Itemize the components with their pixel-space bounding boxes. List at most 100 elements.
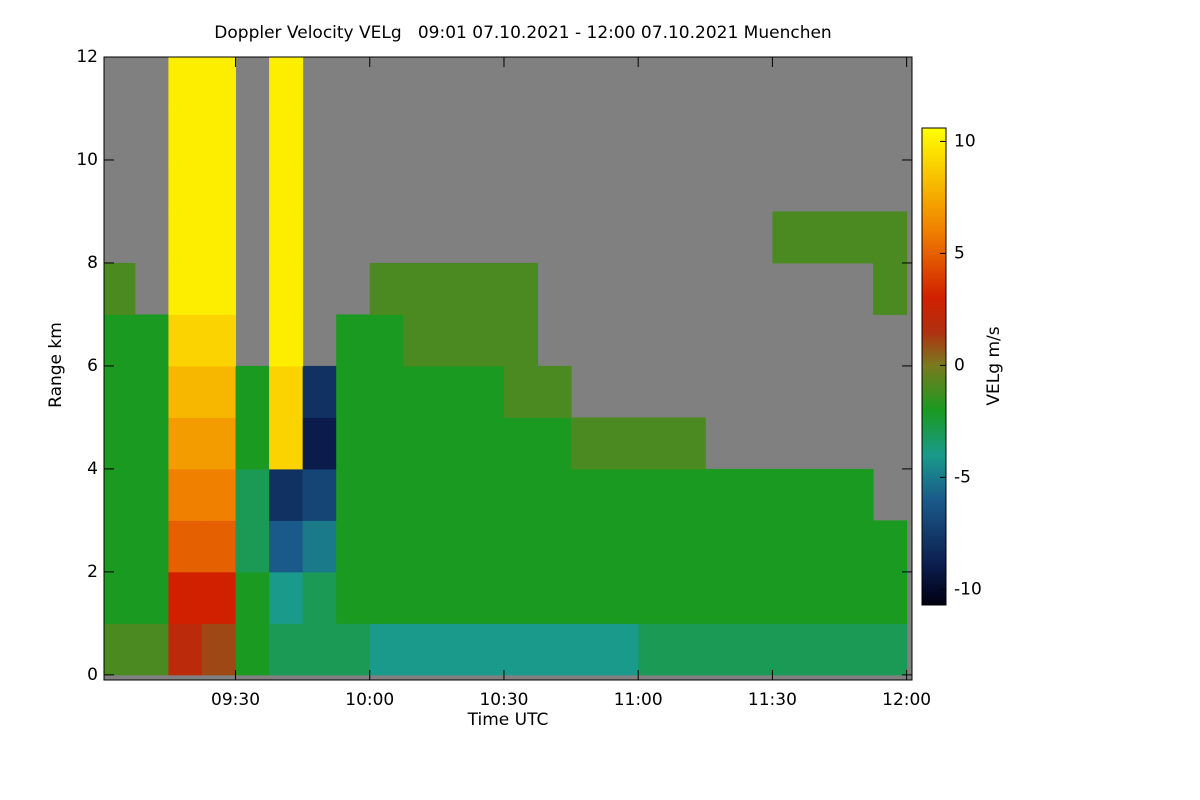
colorbar-tick-label: -10 xyxy=(954,579,982,599)
heatmap-cell xyxy=(201,57,237,109)
heatmap-cell xyxy=(805,571,841,624)
heatmap-cell xyxy=(805,211,841,264)
heatmap-cell xyxy=(604,468,639,521)
heatmap-cell xyxy=(302,365,337,418)
y-tick-label: 4 xyxy=(87,459,98,479)
heatmap-cell xyxy=(839,211,874,264)
heatmap-cell xyxy=(470,623,505,676)
heatmap-cell xyxy=(436,520,471,573)
heatmap-cell xyxy=(571,571,606,624)
heatmap-cell xyxy=(470,365,505,418)
heatmap-cell xyxy=(503,314,539,367)
heatmap-cell xyxy=(168,417,203,470)
heatmap-cell xyxy=(104,262,136,315)
heatmap-cell xyxy=(369,417,404,470)
heatmap-cell xyxy=(336,468,371,521)
heatmap-cell xyxy=(537,417,572,470)
heatmap-cell xyxy=(470,417,505,470)
heatmap-cell xyxy=(302,417,337,470)
colorbar-tick-label: 0 xyxy=(954,355,965,375)
heatmap-cell xyxy=(104,571,136,624)
heatmap-cell xyxy=(235,365,270,418)
heatmap-cell xyxy=(772,623,807,676)
colorbar-tick-label: 5 xyxy=(954,243,965,263)
heatmap-cell xyxy=(168,571,203,624)
heatmap-cell xyxy=(104,520,136,573)
heatmap-cell xyxy=(134,314,169,367)
heatmap-cell xyxy=(772,520,807,573)
heatmap-cell xyxy=(705,623,740,676)
heatmap-cell xyxy=(503,623,539,676)
heatmap-cell xyxy=(369,623,404,676)
heatmap-cell xyxy=(839,571,874,624)
heatmap-cell xyxy=(134,468,169,521)
heatmap-cell xyxy=(269,365,304,418)
heatmap-cell xyxy=(772,571,807,624)
heatmap-cell xyxy=(436,468,471,521)
heatmap-cell xyxy=(403,314,438,367)
heatmap-cell xyxy=(403,520,438,573)
heatmap xyxy=(104,57,912,680)
heatmap-cell xyxy=(638,520,673,573)
heatmap-cell xyxy=(369,314,404,367)
heatmap-cell xyxy=(269,262,304,315)
heatmap-cell xyxy=(269,57,304,109)
heatmap-cell xyxy=(168,314,203,367)
heatmap-cell xyxy=(470,262,505,315)
heatmap-cell xyxy=(336,365,371,418)
heatmap-cell xyxy=(772,211,807,264)
heatmap-cell xyxy=(302,623,337,676)
heatmap-cell xyxy=(470,520,505,573)
heatmap-cell xyxy=(201,159,237,212)
heatmap-cell xyxy=(537,468,572,521)
x-tick-label: 09:30 xyxy=(211,690,260,710)
heatmap-cell xyxy=(604,623,639,676)
heatmap-cell xyxy=(201,108,237,161)
heatmap-cell xyxy=(805,623,841,676)
heatmap-cell xyxy=(671,571,706,624)
heatmap-cell xyxy=(839,520,874,573)
heatmap-cell xyxy=(604,520,639,573)
heatmap-cell xyxy=(235,520,270,573)
heatmap-cell xyxy=(168,623,203,676)
heatmap-cell xyxy=(571,623,606,676)
heatmap-cell xyxy=(638,468,673,521)
chart-title: Doppler Velocity VELg 09:01 07.10.2021 -… xyxy=(214,23,831,43)
heatmap-cell xyxy=(269,211,304,264)
heatmap-cell xyxy=(369,365,404,418)
heatmap-cell xyxy=(269,468,304,521)
colorbar-label: VELg m/s xyxy=(984,326,1004,405)
heatmap-cell xyxy=(503,365,539,418)
heatmap-cell xyxy=(571,520,606,573)
heatmap-cell xyxy=(269,417,304,470)
heatmap-cell xyxy=(705,571,740,624)
heatmap-cell xyxy=(201,623,237,676)
heatmap-cell xyxy=(571,417,606,470)
heatmap-cell xyxy=(269,623,304,676)
heatmap-cell xyxy=(638,417,673,470)
heatmap-cell xyxy=(403,417,438,470)
colorbar xyxy=(921,127,947,606)
heatmap-cell xyxy=(369,262,404,315)
x-tick-label: 12:00 xyxy=(882,690,931,710)
heatmap-cell xyxy=(503,262,539,315)
heatmap-cell xyxy=(269,108,304,161)
heatmap-cell xyxy=(503,468,539,521)
heatmap-cell xyxy=(201,520,237,573)
heatmap-cell xyxy=(201,571,237,624)
heatmap-cell xyxy=(839,468,874,521)
heatmap-cell xyxy=(503,520,539,573)
heatmap-cell xyxy=(168,159,203,212)
heatmap-cell xyxy=(269,520,304,573)
heatmap-cell xyxy=(336,520,371,573)
heatmap-cell xyxy=(168,520,203,573)
x-tick-label: 11:30 xyxy=(748,690,797,710)
heatmap-cell xyxy=(839,623,874,676)
heatmap-cell xyxy=(104,365,136,418)
y-tick-label: 2 xyxy=(87,562,98,582)
heatmap-cell xyxy=(235,417,270,470)
heatmap-cell xyxy=(671,520,706,573)
heatmap-cell xyxy=(168,365,203,418)
heatmap-cell xyxy=(369,520,404,573)
heatmap-cell xyxy=(738,571,773,624)
